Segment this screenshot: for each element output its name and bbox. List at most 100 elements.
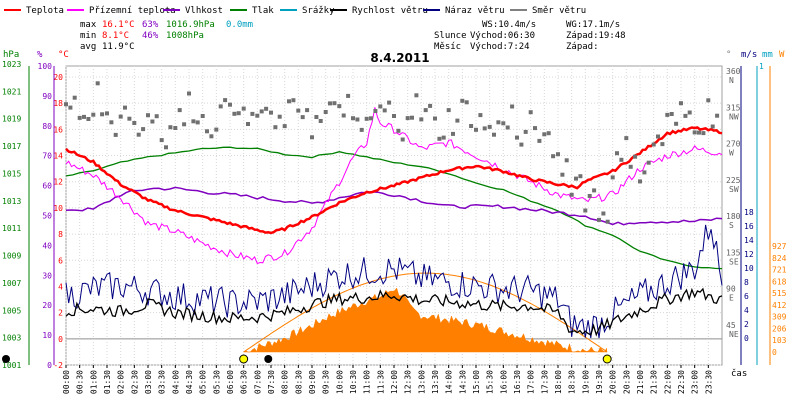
wind-direction-point xyxy=(382,108,387,113)
time-tick: 21:00 xyxy=(636,370,645,394)
direction-tick-compass: S xyxy=(729,221,734,230)
wind-direction-point xyxy=(469,124,474,128)
wind-direction-point xyxy=(414,93,419,98)
wind-direction-point xyxy=(692,130,697,135)
wind-direction-point xyxy=(697,130,701,135)
pressure-tick: 1013 xyxy=(2,197,21,206)
max-pressure: 1016.9hPa xyxy=(166,20,215,30)
legend-entry: Náraz větru xyxy=(423,6,505,16)
legend-label: Tlak xyxy=(252,6,274,16)
wind-direction-point xyxy=(587,194,592,198)
wind-direction-point xyxy=(574,176,578,181)
wind-direction-point xyxy=(460,98,465,103)
wind-direction-point xyxy=(597,217,601,222)
wind-direction-point xyxy=(405,116,410,121)
wind-direction-point xyxy=(77,115,82,120)
wind-direction-point xyxy=(628,164,633,169)
wind-direction-point xyxy=(355,117,360,122)
wind-direction-point xyxy=(282,124,287,129)
temperature-tick: 4 xyxy=(58,282,63,291)
time-tick: 10:30 xyxy=(349,370,358,394)
wind-direction-point xyxy=(683,113,688,118)
time-tick: 15:30 xyxy=(486,370,495,394)
time-tick: 14:30 xyxy=(458,370,467,394)
time-tick: 03:30 xyxy=(158,370,167,394)
wind-direction-point xyxy=(359,127,364,132)
time-axis: 00:00 00:30 01:00 01:30 02:00 02:30 03:00 03:30… xyxy=(62,365,713,394)
wind-direction-point xyxy=(496,120,501,125)
wind-tick: 10 xyxy=(744,264,754,273)
time-tick: 05:30 xyxy=(212,370,221,394)
sunset-marker xyxy=(602,354,612,364)
temperature-tick: 10 xyxy=(53,204,63,213)
wind-direction-point xyxy=(679,101,683,106)
wind-direction-point xyxy=(328,101,332,106)
time-tick: 13:00 xyxy=(417,370,426,394)
wind-direction-point xyxy=(410,115,414,120)
wind-direction-point xyxy=(318,119,323,123)
time-tick: 09:00 xyxy=(308,370,317,394)
direction-tick-compass: SE xyxy=(729,257,739,266)
wind-direction-point xyxy=(569,192,574,197)
wind-direction-point xyxy=(715,113,720,118)
direction-tick-compass: E xyxy=(729,294,734,303)
solar-axis-unit: W xyxy=(779,50,785,60)
wind-direction-point xyxy=(392,114,396,118)
sunrise-marker xyxy=(239,354,249,364)
time-tick: 12:00 xyxy=(390,370,399,394)
temperature-tick: 16 xyxy=(53,125,63,134)
series-layer xyxy=(2,81,723,364)
solar-tick: 927 xyxy=(772,242,787,251)
wind-direction-point xyxy=(528,110,533,115)
wind-direction-point xyxy=(533,126,537,131)
time-tick: 03:00 xyxy=(144,370,153,394)
wind-direction-point xyxy=(191,119,196,124)
wind-direction-point xyxy=(136,132,141,137)
wind-direction-point xyxy=(250,111,255,116)
wind-direction-point xyxy=(660,142,665,147)
humidity-tick: 40 xyxy=(42,241,52,250)
legend-entry: Přízemní teplota xyxy=(67,6,176,16)
time-tick: 09:30 xyxy=(322,370,331,394)
wind-direction-point xyxy=(173,126,178,130)
time-tick: 11:30 xyxy=(376,370,385,394)
wind-direction-point xyxy=(259,109,264,114)
direction-tick: 135 xyxy=(726,248,741,257)
time-tick: 02:30 xyxy=(130,370,139,394)
max-label: max xyxy=(80,20,97,30)
time-tick: 23:30 xyxy=(704,370,713,394)
time-tick: 16:00 xyxy=(499,370,508,394)
wind-direction-point xyxy=(455,118,460,123)
wind-direction-point xyxy=(674,121,679,126)
wind-axis-unit: m/s xyxy=(741,50,757,60)
time-tick: 11:00 xyxy=(363,370,372,394)
time-tick: 23:00 xyxy=(691,370,700,394)
wind-direction-point xyxy=(441,135,446,140)
temperature-tick: 6 xyxy=(58,256,63,265)
moon-phase-marker xyxy=(2,355,10,363)
wind-direction-point xyxy=(578,174,583,179)
wind-direction-point xyxy=(118,114,123,119)
wind-direction-point xyxy=(337,104,342,109)
wind-direction-point xyxy=(373,109,378,113)
wind-direction-point xyxy=(633,154,638,159)
pressure-tick: 1011 xyxy=(2,224,21,233)
temperature-tick: 0 xyxy=(58,335,63,344)
temperature-axis-unit: °C xyxy=(58,50,69,60)
wind-direction-point xyxy=(656,134,660,139)
wind-tick: 2 xyxy=(744,320,749,329)
wind-direction-point xyxy=(264,106,269,111)
time-tick: 07:00 xyxy=(253,370,262,394)
time-tick: 12:30 xyxy=(404,370,413,394)
wind-direction-point xyxy=(323,110,328,114)
sun-label: Slunce xyxy=(434,31,467,41)
wind-direction-point xyxy=(214,127,219,132)
time-tick: 06:00 xyxy=(226,370,235,394)
temperature-tick: 12 xyxy=(53,178,63,187)
wind-direction-point xyxy=(387,100,392,105)
time-tick: 00:00 xyxy=(62,370,71,394)
min-temp: 8.1°C xyxy=(102,31,129,41)
humidity-tick: 10 xyxy=(42,331,52,340)
wind-direction-point xyxy=(487,124,492,129)
wind-direction-point xyxy=(482,126,487,131)
